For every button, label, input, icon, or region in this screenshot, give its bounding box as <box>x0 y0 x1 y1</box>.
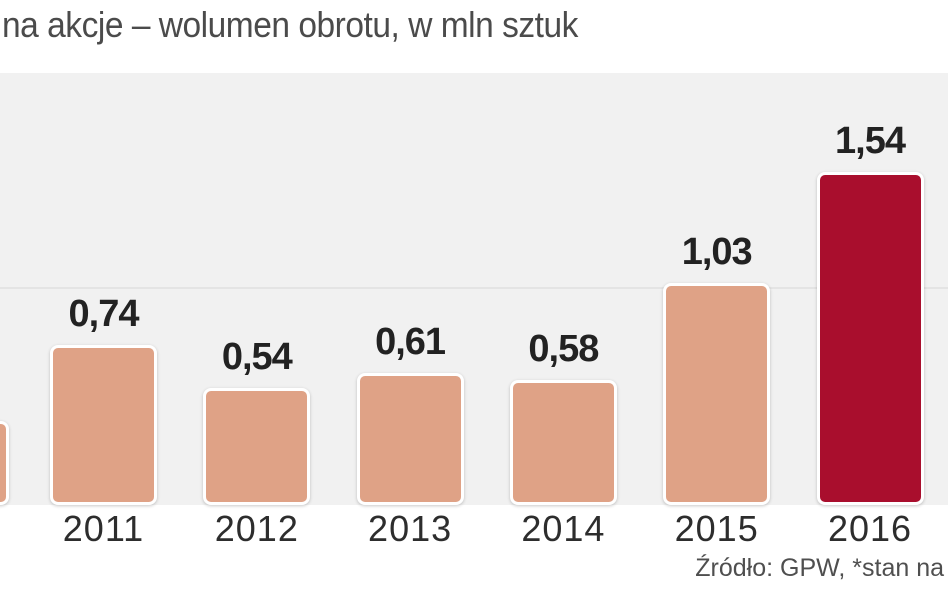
gridline-value-1 <box>0 287 948 289</box>
bar-2015 <box>663 283 771 505</box>
value-label-2016: 1,54 <box>835 120 906 162</box>
value-label-2014: 0,58 <box>528 328 599 370</box>
value-label-2015: 1,03 <box>681 231 753 273</box>
value-label-2011: 0,74 <box>68 293 140 335</box>
x-tick-2012: 2012 <box>214 508 299 549</box>
bars-layer: 0,74 0,54 0,61 0,58 1,03 1,54 <box>0 73 948 505</box>
value-label-2012: 0,54 <box>221 336 293 378</box>
source-note: Źródło: GPW, *stan na <box>695 554 944 582</box>
plot-area: 0,74 0,54 0,61 0,58 1,03 1,54 <box>0 73 948 505</box>
x-axis: 2011 2012 2013 2014 2015 2016 <box>0 509 948 553</box>
x-tick-2013: 2013 <box>368 508 453 549</box>
bar-2016 <box>816 172 924 505</box>
bar-2011 <box>50 345 157 505</box>
chart-title: na akcje – wolumen obrotu, w mln sztuk <box>2 4 578 45</box>
bar-2013 <box>356 373 464 505</box>
x-tick-2011: 2011 <box>62 508 145 549</box>
x-tick-2014: 2014 <box>521 508 606 549</box>
bar-2014 <box>509 380 617 505</box>
value-label-2013: 0,61 <box>375 321 446 363</box>
bar-partial-left <box>0 421 9 505</box>
x-tick-2016: 2016 <box>827 508 913 549</box>
bar-2012 <box>203 388 311 505</box>
x-tick-2015: 2015 <box>674 508 759 549</box>
